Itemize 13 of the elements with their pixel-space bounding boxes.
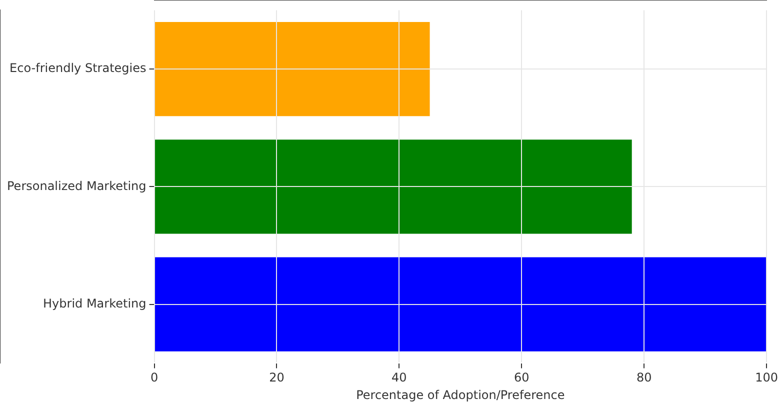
x-tick-label: 20 <box>269 370 284 385</box>
x-tick-label: 80 <box>636 370 652 385</box>
bar <box>154 140 632 234</box>
x-axis-title: Percentage of Adoption/Preference <box>356 388 565 402</box>
x-tick-label: 40 <box>392 370 407 385</box>
x-tick-label: 100 <box>755 370 778 385</box>
bar <box>154 22 430 116</box>
y-tick-label: Personalized Marketing <box>7 178 146 193</box>
bar <box>154 257 767 352</box>
y-tick-label: Hybrid Marketing <box>43 296 146 310</box>
x-tick-label: 0 <box>150 370 158 385</box>
y-tick-label: Eco-friendly Strategies <box>10 61 146 76</box>
x-tick-label: 60 <box>514 370 530 385</box>
